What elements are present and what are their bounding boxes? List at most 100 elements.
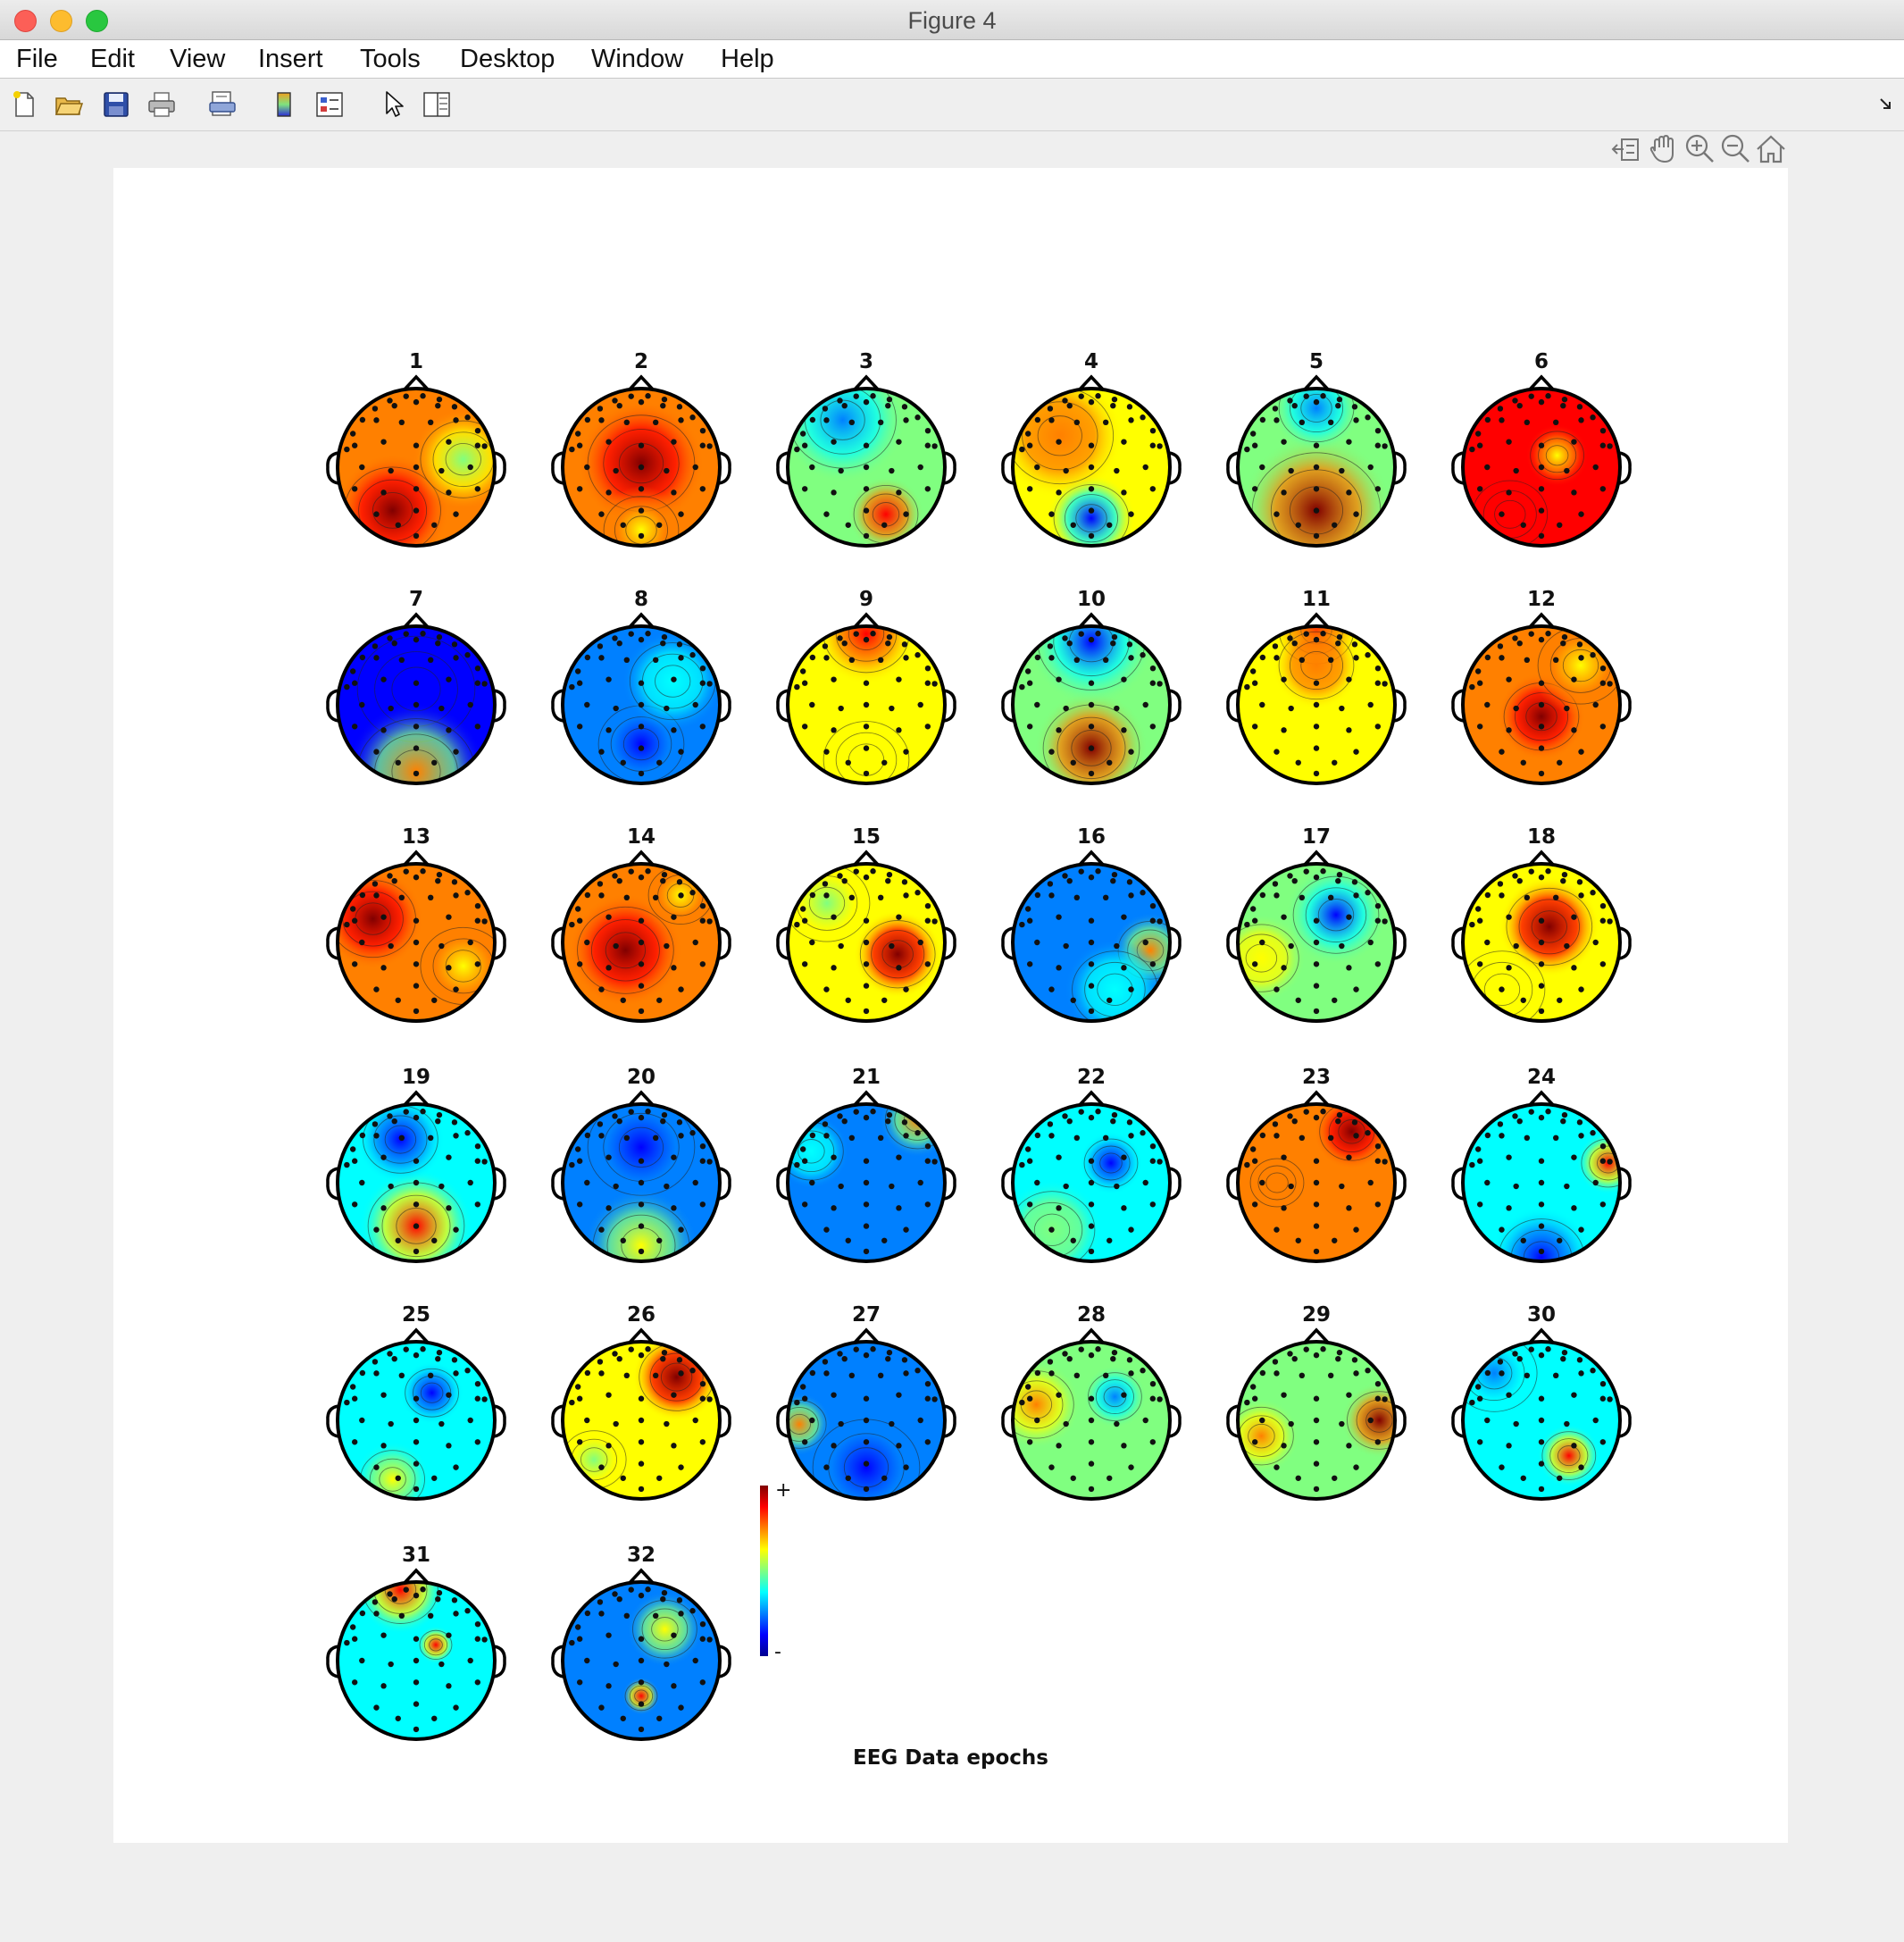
electrode-dot bbox=[903, 417, 909, 423]
electrode-dot bbox=[1520, 759, 1526, 766]
electrode-dot bbox=[903, 1226, 909, 1233]
electrode-dot bbox=[372, 643, 379, 649]
home-icon[interactable] bbox=[1754, 132, 1788, 166]
topoplot-title: 1 bbox=[409, 350, 423, 373]
electrode-dot bbox=[427, 1612, 434, 1620]
electrode-dot bbox=[1026, 961, 1033, 967]
menu-insert[interactable]: Insert bbox=[258, 45, 323, 73]
electrode-dot bbox=[1346, 965, 1352, 971]
maximize-window-button[interactable] bbox=[86, 10, 108, 32]
electrode-dot bbox=[1520, 1237, 1526, 1243]
electrode-dot bbox=[914, 652, 921, 658]
electrode-dot bbox=[863, 1417, 870, 1424]
electrode-dot bbox=[1590, 414, 1596, 421]
electrode-dot bbox=[1476, 486, 1483, 492]
colorbar-minus-label: - bbox=[774, 1641, 781, 1663]
export-icon[interactable] bbox=[1611, 132, 1645, 166]
electrode-dot bbox=[453, 986, 459, 992]
electrode-dot bbox=[863, 1223, 870, 1229]
zoom-in-icon[interactable] bbox=[1683, 132, 1716, 166]
property-editor-icon[interactable] bbox=[422, 89, 452, 120]
menu-tools[interactable]: Tools bbox=[360, 45, 421, 73]
electrode-dot bbox=[1313, 917, 1320, 924]
electrode-dot bbox=[413, 1701, 420, 1707]
electrode-dot bbox=[436, 1111, 443, 1118]
electrode-dot bbox=[351, 442, 358, 448]
electrode-dot bbox=[481, 1396, 488, 1402]
electrode-dot bbox=[896, 439, 902, 445]
electrode-dot bbox=[924, 486, 931, 492]
topoplot-title: 15 bbox=[852, 825, 881, 849]
nose-outline bbox=[627, 374, 656, 392]
right-ear-outline bbox=[943, 926, 956, 960]
electrode-dot bbox=[1287, 1113, 1293, 1119]
colorbar-icon[interactable] bbox=[269, 89, 299, 120]
electrode-dot bbox=[863, 1114, 870, 1121]
electrode-dot bbox=[1336, 1111, 1343, 1118]
electrode-dot bbox=[1339, 705, 1345, 712]
electrode-dot bbox=[837, 873, 843, 879]
contour-line bbox=[445, 443, 481, 476]
electrode-dot bbox=[863, 1352, 870, 1359]
open-file-icon[interactable] bbox=[54, 89, 84, 120]
pan-hand-icon[interactable] bbox=[1647, 132, 1681, 166]
minimize-window-button[interactable] bbox=[50, 10, 72, 32]
left-ear-outline bbox=[776, 1167, 789, 1201]
menu-help[interactable]: Help bbox=[721, 45, 774, 73]
nose-outline bbox=[1527, 612, 1556, 630]
topoplot-blob bbox=[584, 1189, 698, 1261]
topoplot-blob bbox=[788, 864, 878, 954]
electrode-dot bbox=[1274, 1133, 1280, 1139]
colorbar-gradient bbox=[760, 1486, 768, 1656]
dock-arrow-icon[interactable] bbox=[1879, 96, 1893, 111]
topoplot-title: 31 bbox=[402, 1544, 430, 1567]
electrode-dot bbox=[1062, 873, 1068, 879]
topoplot-title: 32 bbox=[627, 1544, 656, 1567]
new-figure-icon[interactable] bbox=[9, 89, 39, 120]
electrode-dot bbox=[809, 464, 815, 471]
menu-file[interactable]: File bbox=[16, 45, 58, 73]
electrode-dot bbox=[413, 1636, 420, 1642]
electrode-dot bbox=[431, 997, 438, 1003]
menu-window[interactable]: Window bbox=[591, 45, 684, 73]
electrode-dot bbox=[1126, 1357, 1133, 1363]
electrode-dot bbox=[1484, 891, 1491, 899]
electrode-dot bbox=[474, 1679, 481, 1686]
print-preview-icon[interactable] bbox=[207, 89, 238, 120]
electrode-dot bbox=[1506, 1443, 1512, 1449]
electrode-dot bbox=[870, 1346, 876, 1352]
electrode-dot bbox=[931, 443, 938, 449]
electrode-dot bbox=[1249, 1384, 1257, 1390]
close-window-button[interactable] bbox=[14, 10, 37, 32]
contour-line bbox=[603, 496, 680, 546]
electrode-dot bbox=[1026, 724, 1033, 730]
electrode-dot bbox=[1288, 942, 1294, 950]
topoplot-31: 31 bbox=[326, 1544, 506, 1741]
menu-desktop[interactable]: Desktop bbox=[460, 45, 555, 73]
zoom-out-icon[interactable] bbox=[1718, 132, 1752, 166]
electrode-dot bbox=[1578, 1133, 1584, 1139]
electrode-dot bbox=[1281, 439, 1287, 445]
electrode-dot bbox=[1339, 942, 1345, 950]
electrode-dot bbox=[1048, 892, 1055, 899]
right-ear-outline bbox=[1618, 926, 1632, 960]
head-outline bbox=[1236, 1102, 1397, 1263]
electrode-dot bbox=[1114, 705, 1120, 712]
electrode-dot bbox=[699, 428, 706, 434]
electrode-dot bbox=[699, 724, 706, 730]
electrode-dot bbox=[413, 636, 420, 643]
electrode-dot bbox=[388, 467, 394, 474]
save-icon[interactable] bbox=[101, 89, 131, 120]
electrode-dot bbox=[413, 442, 420, 448]
menu-view[interactable]: View bbox=[170, 45, 226, 73]
menu-edit[interactable]: Edit bbox=[90, 45, 135, 73]
print-icon[interactable] bbox=[146, 89, 177, 120]
electrode-dot bbox=[1538, 917, 1545, 924]
contour-line bbox=[606, 1214, 676, 1261]
electrode-dot bbox=[413, 1417, 420, 1424]
pointer-icon[interactable] bbox=[378, 89, 408, 120]
electrode-dot bbox=[1571, 1205, 1577, 1211]
electrode-dot bbox=[1281, 1205, 1287, 1211]
legend-icon[interactable] bbox=[314, 89, 345, 120]
electrode-dot bbox=[380, 1392, 387, 1398]
